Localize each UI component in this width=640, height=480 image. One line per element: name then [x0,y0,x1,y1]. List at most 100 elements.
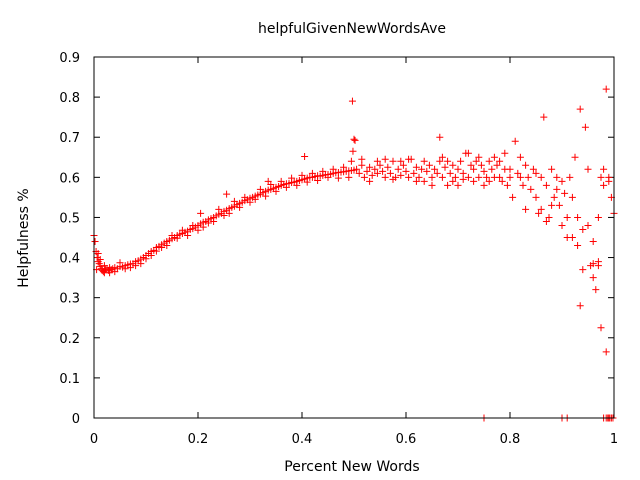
data-point [444,157,452,165]
data-point [600,181,608,189]
data-point [579,266,587,274]
data-point [509,193,517,201]
data-point [301,152,309,160]
data-point [558,177,566,185]
data-point [100,262,108,270]
data-point [94,250,102,258]
y-tick-label: 0.4 [59,252,80,267]
data-point [397,157,405,165]
data-point [597,324,605,332]
data-point [524,173,532,181]
data-point [410,169,418,177]
y-tick-label: 0.3 [59,292,80,307]
data-point [402,167,410,175]
data-point [282,183,290,191]
data-point [405,155,413,163]
data-point [351,136,359,144]
x-tick-label: 0.2 [188,432,209,447]
data-point [334,174,342,182]
data-point [506,173,514,181]
data-point [236,203,244,211]
data-point [355,169,363,177]
data-point [441,163,449,171]
data-point [602,348,610,356]
data-point [537,205,545,213]
data-point [436,133,444,141]
data-point [459,175,467,183]
data-point [358,161,366,169]
data-point [519,181,527,189]
data-point [397,171,405,179]
data-point [511,137,519,145]
data-point [220,211,228,219]
data-point [535,209,543,217]
data-point [251,195,259,203]
data-point [308,169,316,177]
data-point [605,177,613,185]
data-point [230,197,238,205]
data-point [415,173,423,181]
data-point [579,225,587,233]
y-tick-label: 0.9 [59,51,80,66]
data-point [420,157,428,165]
data-point [498,177,506,185]
data-point [116,259,124,267]
data-point [529,165,537,173]
data-point [563,234,571,241]
data-point [353,165,361,173]
data-point [589,260,597,268]
data-point [425,161,433,169]
data-point [576,302,584,310]
data-point [483,173,491,181]
data-point [314,177,322,185]
data-point [267,181,275,189]
data-point [223,190,231,198]
data-point [121,265,129,273]
data-point [574,242,582,250]
data-point [366,177,374,185]
data-point [433,169,441,177]
y-tick-label: 0.6 [59,171,80,186]
data-point [381,155,389,163]
data-point [137,260,145,268]
data-point [522,205,530,213]
data-point [548,165,556,173]
data-point [548,201,556,209]
data-point [132,262,140,270]
data-point [477,161,485,169]
data-point [293,181,301,189]
data-point [594,262,602,270]
y-tick-label: 0.8 [59,91,80,106]
data-point [106,269,114,277]
data-point [91,238,99,246]
data-point [568,193,576,201]
data-point [412,163,420,171]
data-point [373,157,381,165]
data-point [496,173,504,181]
data-point [449,161,457,169]
data-point [412,177,420,185]
data-point [542,217,550,225]
data-point [96,256,104,264]
data-point [472,157,480,165]
data-point [241,193,249,201]
data-point [428,173,436,181]
data-point [303,178,311,186]
x-tick-label: 0.6 [396,432,417,447]
data-point [384,163,392,171]
data-point [457,157,465,165]
data-point [399,161,407,169]
data-point [381,173,389,181]
y-tick-label: 0.5 [59,211,80,226]
data-point [563,213,571,221]
data-point [423,167,431,175]
data-point [470,177,478,185]
data-point [184,231,192,239]
data-point [288,174,296,182]
data-point [553,185,561,193]
data-point [366,163,374,171]
data-point [386,169,394,177]
data-point [394,165,402,173]
y-axis-label: Helpfulness % [16,188,32,287]
